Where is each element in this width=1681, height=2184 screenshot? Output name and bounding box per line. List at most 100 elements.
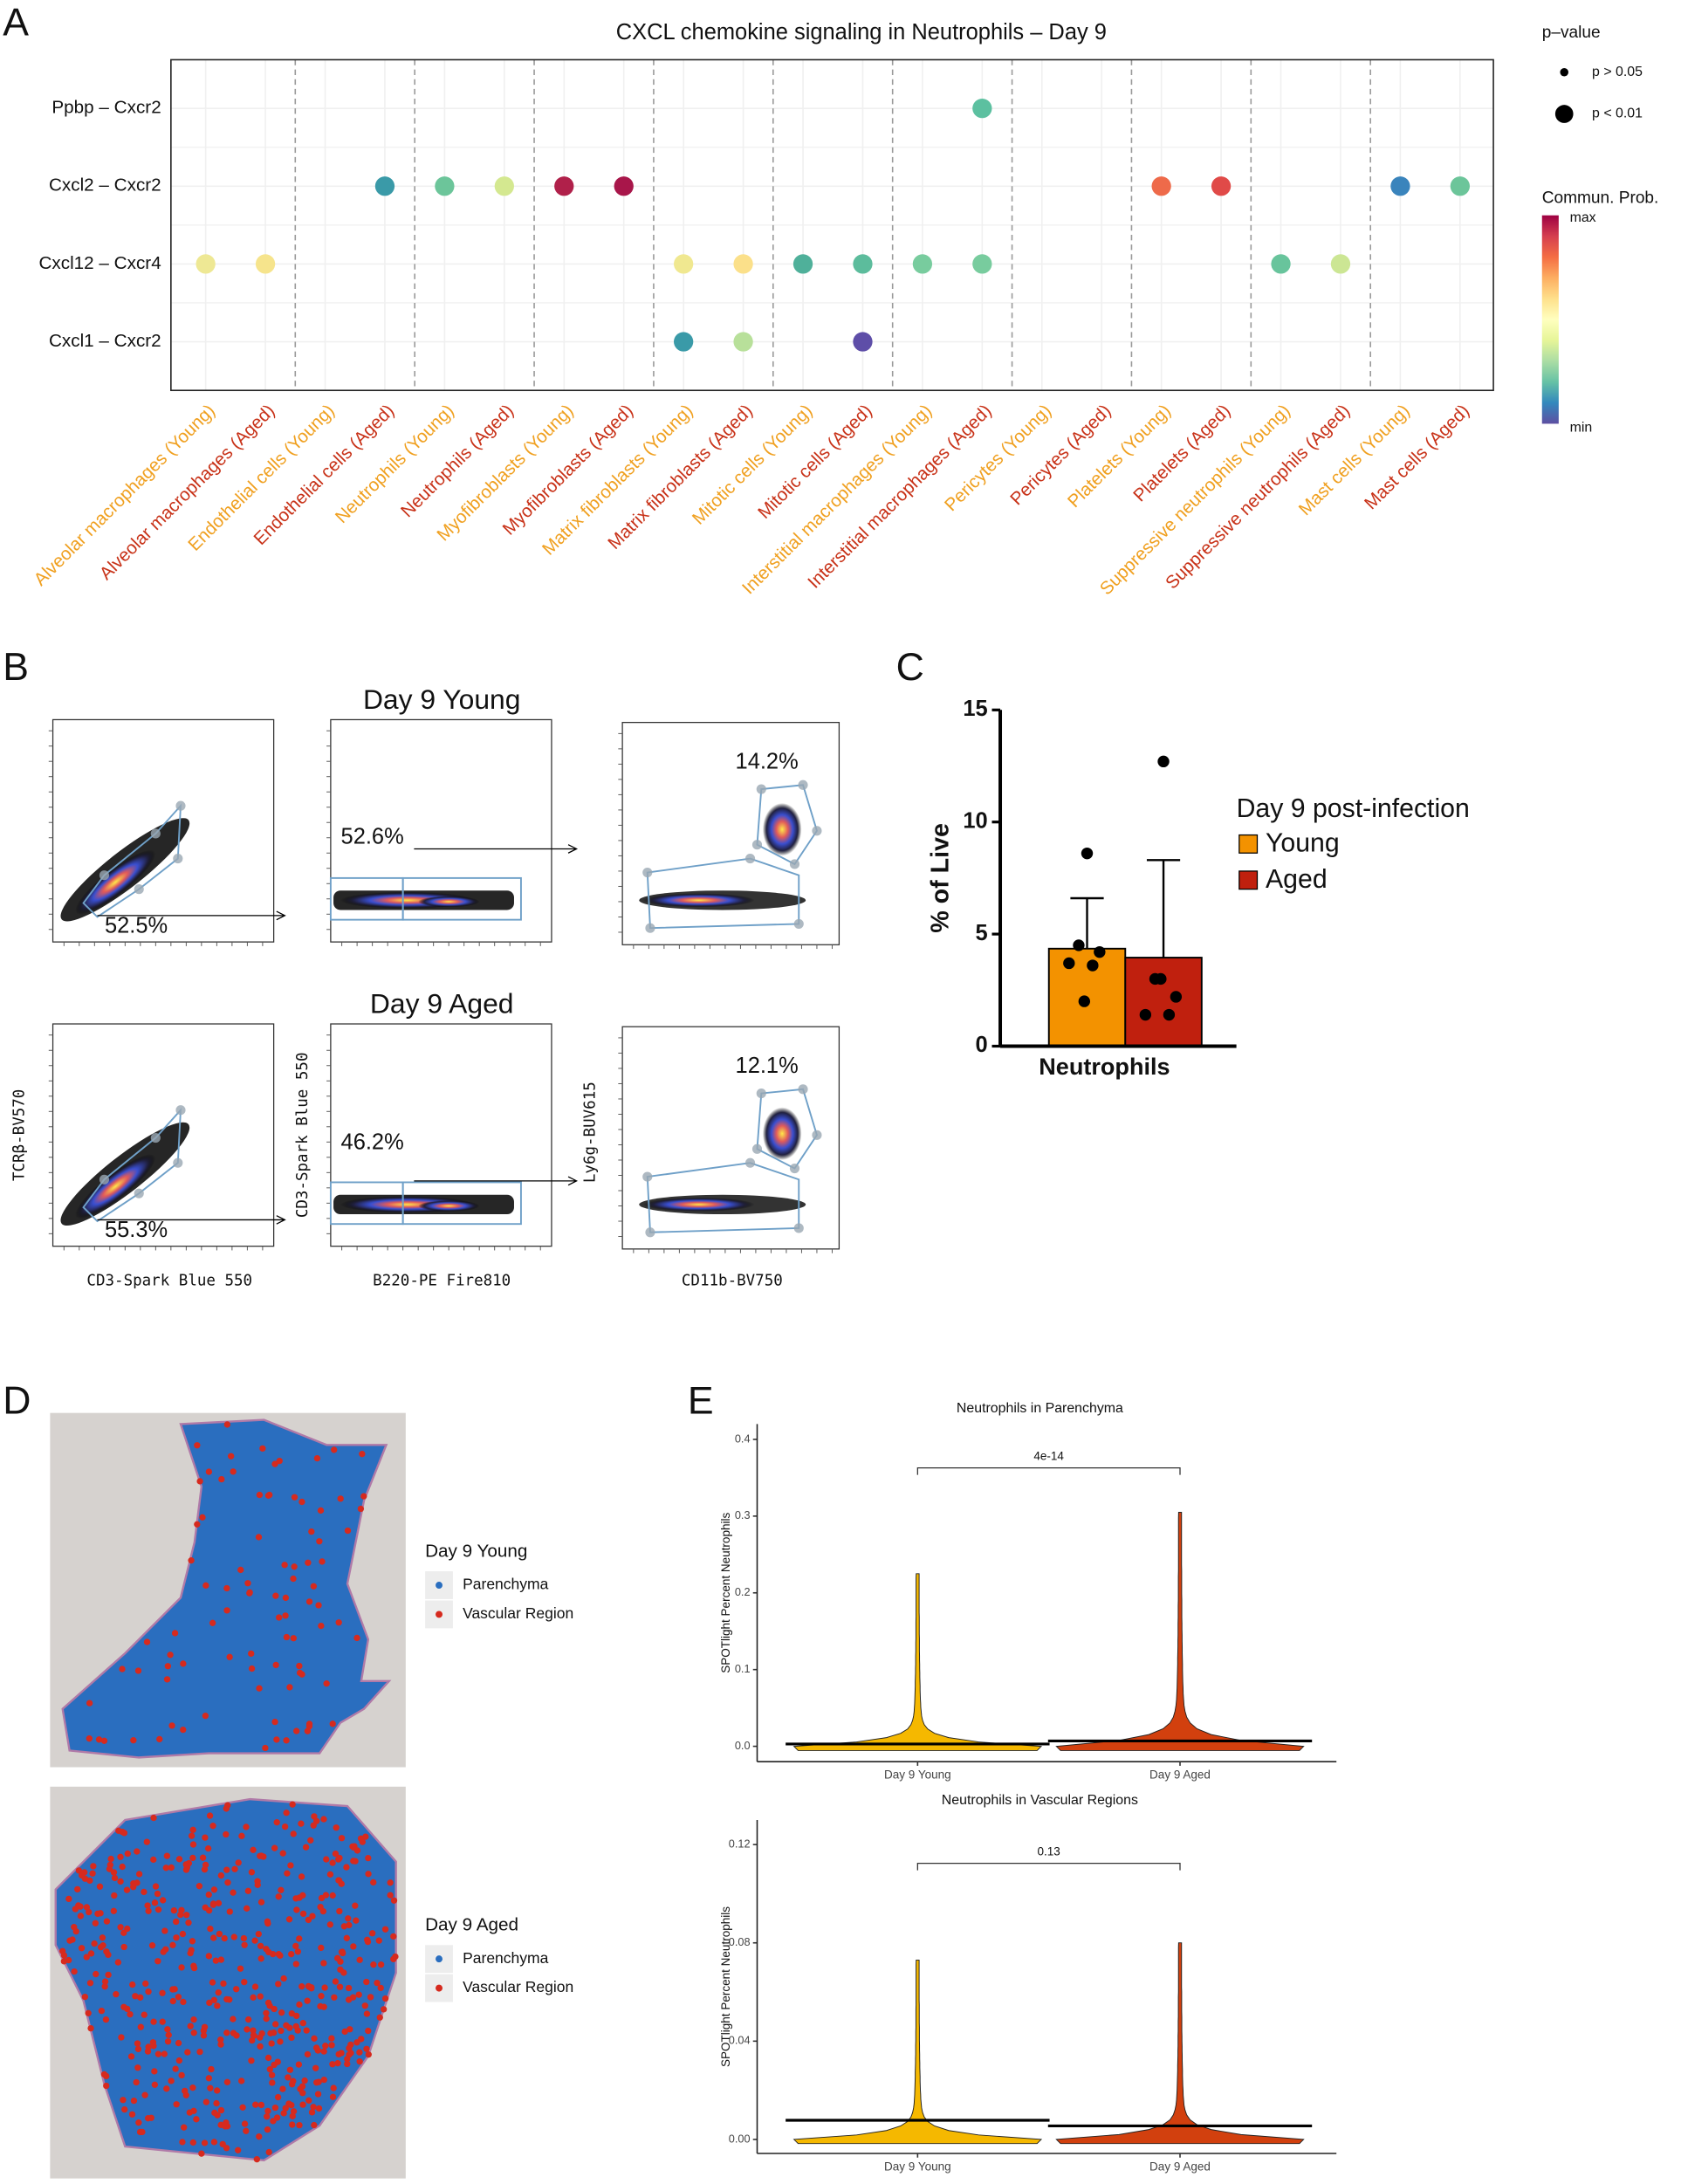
vascular-spot: [271, 2104, 279, 2112]
vascular-spot: [350, 1858, 357, 1865]
vascular-spot: [114, 1959, 121, 1966]
vascular-spot: [204, 1844, 212, 1852]
significance-label: 0.13: [1038, 1845, 1060, 1858]
gate-handle: [642, 1171, 653, 1182]
vascular-spot: [363, 1978, 370, 1986]
dot: [494, 176, 514, 196]
point: [1087, 959, 1099, 972]
vascular-spot: [145, 1988, 152, 1995]
vascular-spot: [156, 1735, 163, 1743]
vascular-spot: [69, 1936, 76, 1943]
point: [1081, 847, 1094, 860]
vascular-spot: [266, 1491, 273, 1499]
vascular-spot: [206, 1812, 214, 1819]
vascular-spot: [289, 1801, 296, 1808]
violin: [792, 1959, 1043, 2145]
vascular-spot: [133, 2078, 140, 2086]
legend-label: Young: [1266, 829, 1340, 858]
vascular-spot: [71, 1968, 78, 1975]
violin: [1055, 1511, 1305, 1751]
vascular-spot: [196, 1882, 203, 1890]
vascular-spot: [214, 2002, 221, 2009]
vascular-spot: [318, 1992, 325, 2000]
gate: [646, 857, 800, 930]
vascular-spot: [154, 1958, 161, 1965]
gate-handle: [645, 1227, 655, 1238]
vascular-spot: [381, 1926, 389, 1933]
vascular-spot: [154, 1890, 161, 1898]
gate: [82, 1108, 182, 1223]
legend-dot: [436, 1955, 443, 1963]
vascular-spot: [107, 1855, 114, 1863]
point: [1139, 1008, 1152, 1021]
vascular-spot: [115, 1827, 122, 1834]
y-tick-label: 0.08: [729, 1935, 751, 1948]
vascular-spot: [92, 1920, 99, 1926]
vascular-spot: [278, 1886, 285, 1893]
row-label: Cxcl1 – Cxcr2: [49, 331, 161, 351]
chart-title: Neutrophils in Parenchyma: [957, 1401, 1123, 1416]
vascular-spot: [269, 1950, 277, 1958]
vascular-spot: [311, 2121, 318, 2129]
vascular-spot: [333, 1824, 340, 1831]
vascular-spot: [298, 1820, 305, 1827]
vascular-spot: [205, 2075, 213, 2082]
vascular-spot: [214, 2087, 221, 2094]
vascular-spot: [349, 1843, 356, 1851]
vascular-spot: [230, 1933, 237, 1940]
significance-label: 4e-14: [1033, 1450, 1064, 1463]
vascular-spot: [360, 1493, 367, 1500]
vascular-spot: [202, 2098, 210, 2105]
vascular-spot: [308, 1984, 315, 1991]
vascular-spot: [60, 1958, 67, 1965]
vascular-spot: [217, 2106, 225, 2114]
vascular-spot: [169, 1986, 176, 1993]
vascular-spot: [305, 2097, 312, 2104]
vascular-spot: [101, 1983, 108, 1990]
density: [642, 893, 755, 908]
vascular-spot: [331, 1446, 338, 1453]
gate-handle: [744, 1157, 756, 1168]
vascular-spot: [298, 2083, 306, 2090]
vascular-spot: [288, 2010, 295, 2017]
vascular-spot: [276, 1457, 283, 1465]
bar: [1124, 957, 1203, 1047]
vascular-spot: [134, 2040, 141, 2047]
vascular-spot: [255, 1930, 262, 1938]
vascular-spot: [154, 1906, 162, 1913]
vascular-spot: [331, 1994, 338, 2001]
vascular-spot: [87, 2024, 94, 2032]
vascular-spot: [223, 2029, 230, 2036]
y-tick-label: 0.12: [729, 1837, 751, 1851]
vascular-spot: [100, 2071, 108, 2078]
vascular-spot: [205, 1891, 212, 1899]
vascular-spot: [280, 1975, 287, 1982]
vascular-spot: [288, 1951, 295, 1958]
y-tick-label: 10: [963, 808, 987, 833]
vascular-spot: [280, 2110, 287, 2117]
vascular-spot: [106, 1865, 113, 1872]
vascular-spot: [272, 1592, 279, 1599]
dot: [435, 176, 455, 196]
vascular-spot: [189, 1826, 196, 1833]
vascular-spot: [85, 2009, 92, 2016]
vascular-spot: [72, 1906, 79, 1913]
vascular-spot: [275, 1981, 282, 1988]
vascular-spot: [307, 1837, 314, 1844]
vascular-spot: [223, 1805, 230, 1812]
legend-swatch: [1238, 870, 1259, 890]
vascular-spot: [175, 1856, 183, 1863]
vascular-spot: [170, 1906, 178, 1914]
vascular-spot: [160, 1897, 167, 1904]
vascular-spot: [367, 1994, 374, 2001]
vascular-spot: [285, 1916, 293, 1923]
vascular-spot: [335, 1856, 342, 1863]
vascular-spot: [148, 1942, 156, 1949]
vascular-spot: [78, 1945, 86, 1952]
vascular-spot: [273, 1819, 280, 1826]
gate-handle: [173, 1157, 183, 1168]
vascular-spot: [308, 1528, 315, 1535]
vascular-spot: [101, 1978, 109, 1985]
vascular-spot: [296, 2121, 303, 2129]
vascular-spot: [273, 2114, 281, 2121]
